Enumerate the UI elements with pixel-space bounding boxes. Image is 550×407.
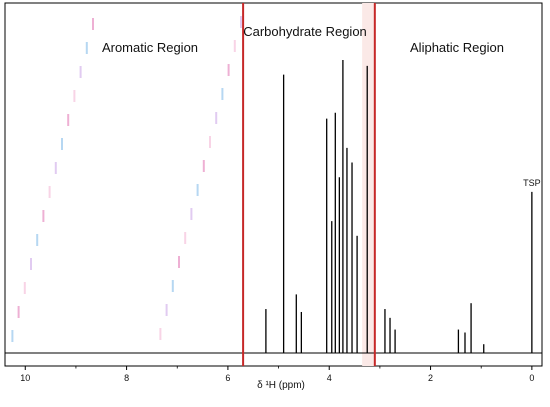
- dot-mark: [85, 42, 88, 54]
- dot-mark: [190, 208, 193, 220]
- dot-mark: [184, 232, 187, 244]
- dot-mark: [165, 304, 168, 316]
- dot-mark: [54, 162, 57, 174]
- region-label-aromatic: Aromatic Region: [102, 40, 198, 55]
- x-tick-label: 10: [20, 373, 30, 383]
- dot-mark: [202, 160, 205, 172]
- region-label-carbohydrate: Carbohydrate Region: [243, 24, 367, 39]
- dot-mark: [92, 18, 94, 30]
- plot-frame: [4, 2, 543, 367]
- dot-mark: [67, 114, 70, 126]
- dot-mark: [178, 256, 180, 268]
- dot-mark: [240, 16, 242, 28]
- dot-mark: [79, 66, 82, 78]
- dot-mark: [42, 210, 45, 222]
- dot-mark: [30, 258, 32, 270]
- spectrum-peaks: [265, 60, 533, 353]
- x-tick-label: 4: [327, 373, 332, 383]
- dot-mark: [61, 138, 63, 150]
- x-axis: 10 8 6 4 2 0: [20, 366, 534, 383]
- dot-mark: [159, 328, 162, 340]
- dot-mark: [11, 330, 14, 342]
- dot-mark: [36, 234, 39, 246]
- dot-mark: [196, 184, 199, 196]
- dot-mark: [233, 40, 236, 52]
- reference-peak-label: TSP: [523, 178, 541, 188]
- dot-mark: [73, 90, 76, 102]
- dot-mark: [221, 88, 224, 100]
- x-axis-label: δ ¹H (ppm): [257, 380, 305, 391]
- carbohydrate-aliphatic-boundary-band: [362, 3, 375, 366]
- region-boundaries: [242, 3, 376, 366]
- x-tick-label: 0: [529, 373, 534, 383]
- region-label-aliphatic: Aliphatic Region: [410, 40, 504, 55]
- x-tick-label: 8: [124, 373, 129, 383]
- dot-mark: [209, 136, 211, 148]
- dot-mark: [171, 280, 174, 292]
- x-tick-label: 2: [428, 373, 433, 383]
- dot-mark: [215, 112, 218, 124]
- dot-mark: [23, 282, 26, 294]
- dot-mark: [227, 64, 230, 76]
- dot-mark: [48, 186, 51, 198]
- x-tick-label: 6: [225, 373, 230, 383]
- dot-mark: [17, 306, 20, 318]
- decorative-dot-pattern: [11, 16, 242, 342]
